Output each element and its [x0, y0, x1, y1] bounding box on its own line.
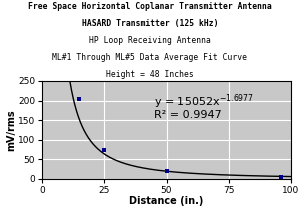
Text: HASARD Transmitter (125 kHz): HASARD Transmitter (125 kHz): [82, 19, 218, 28]
Text: Free Space Horizontal Coplanar Transmitter Antenna: Free Space Horizontal Coplanar Transmitt…: [28, 2, 272, 11]
Text: y = 15052x$^{-1.6977}$: y = 15052x$^{-1.6977}$: [154, 93, 254, 111]
X-axis label: Distance (in.): Distance (in.): [129, 196, 204, 206]
Point: [279, 176, 283, 179]
Y-axis label: mV/rms: mV/rms: [6, 109, 16, 151]
Text: R² = 0.9947: R² = 0.9947: [154, 110, 222, 120]
Text: ML#1 Through ML#5 Data Average Fit Curve: ML#1 Through ML#5 Data Average Fit Curve: [52, 53, 247, 62]
Text: Height = 48 Inches: Height = 48 Inches: [106, 70, 194, 79]
Text: HP Loop Receiving Antenna: HP Loop Receiving Antenna: [89, 36, 211, 45]
Point: [164, 169, 169, 173]
Point: [77, 97, 82, 101]
Point: [102, 149, 107, 152]
